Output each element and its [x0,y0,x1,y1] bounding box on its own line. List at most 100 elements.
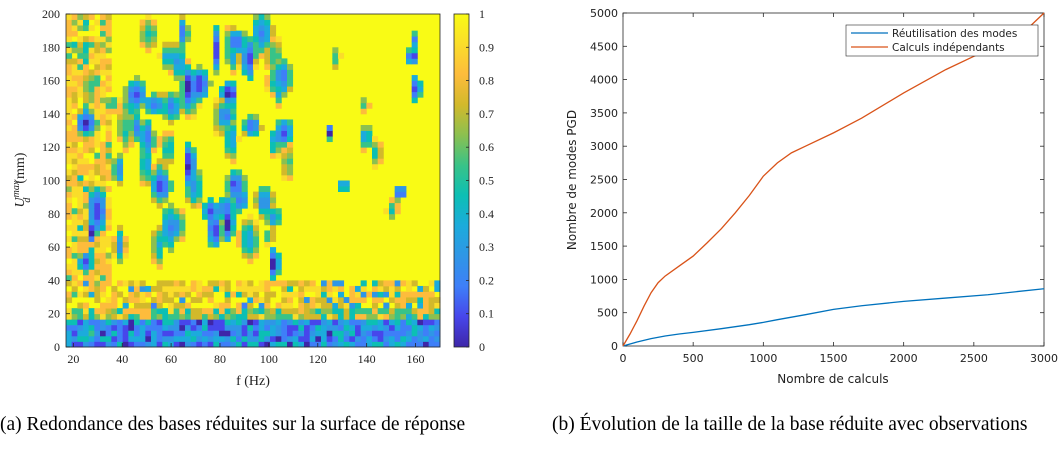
heatmap-cell [105,236,112,242]
heatmap-cell [88,324,95,331]
heatmap-cell [343,313,350,320]
heatmap-cell [253,236,260,242]
heatmap-cell [394,302,401,309]
heatmap-cell [224,180,231,187]
heatmap-cell [270,208,277,215]
heatmap-cell [241,308,248,315]
heatmap-cell [213,130,220,137]
heatmap-cell [406,302,413,309]
heatmap-cell [83,158,90,165]
heatmap-cell [372,291,379,298]
heatmap-cell [83,197,90,204]
heatmap-cell [332,52,339,59]
heatmap-cell [105,130,112,137]
heatmap-cell [207,197,214,204]
heatmap-cell [94,75,101,81]
heatmap-cell [71,174,78,181]
heatmap-cell [162,113,169,120]
heatmap-y-tick-label: 140 [42,107,60,121]
heatmap-cell [338,285,345,292]
heatmap-cell [117,258,124,265]
heatmap-cell [213,213,220,220]
heatmap-cell [411,297,418,303]
heatmap-cell [241,247,248,254]
heatmap-cell [202,75,209,81]
heatmap-cell [281,169,288,176]
heatmap-cell [332,330,339,337]
heatmap-cell [66,297,73,303]
heatmap-cell [264,280,271,287]
heatmap-cell [88,341,95,348]
heatmap-cell [83,291,90,298]
heatmap-cell [417,324,424,331]
heatmap-cell [94,152,101,159]
heatmap-cell [122,313,129,320]
heatmap-cell [264,19,271,26]
heatmap-cell [400,319,407,326]
line-y-tick-label: 1000 [590,273,618,286]
heatmap-cell [230,324,237,331]
heatmap-cell [77,219,84,226]
heatmap-cell [219,91,226,98]
colorbar: 00.10.20.30.40.50.60.70.80.91 [453,7,494,354]
heatmap-cell [389,280,396,287]
heatmap-cell [270,252,277,259]
heatmap-cell [253,291,260,298]
heatmap-cell [94,113,101,120]
heatmap-cell [100,86,107,93]
heatmap-cell [338,308,345,315]
heatmap-cell [105,313,112,320]
heatmap-cell [117,241,124,248]
heatmap-x-tick-label: 160 [407,352,425,366]
heatmap-cell [224,58,231,65]
heatmap-cell [287,285,294,292]
heatmap-cell [71,41,78,48]
heatmap-cell [77,80,84,87]
heatmap-cell [258,30,265,37]
heatmap-cell [111,285,118,292]
heatmap-cell [71,274,78,281]
heatmap-cell [71,14,78,20]
heatmap-cell [66,63,73,70]
heatmap-cell [355,335,362,342]
heatmap-cell [202,202,209,209]
heatmap-cell [156,324,163,331]
heatmap-cell [196,197,203,204]
heatmap-cell [287,313,294,320]
heatmap-cell [190,319,197,326]
heatmap-cell [417,313,424,320]
heatmap-cell [156,341,163,348]
heatmap-cell [77,335,84,342]
heatmap-cell [343,186,350,192]
heatmap-cell [298,335,305,342]
heatmap-cell [162,63,169,70]
heatmap-cell [275,152,282,159]
heatmap-cell [224,208,231,215]
heatmap-cell [247,58,254,65]
heatmap-cell [100,280,107,287]
heatmap-cell [83,163,90,170]
heatmap-cell [372,141,379,148]
heatmap-cell [287,169,294,176]
heatmap-cell [128,86,135,93]
heatmap-cell [100,47,107,54]
heatmap-cell [179,69,186,76]
heatmap-cell [383,302,390,309]
heatmap-cell [145,330,152,337]
heatmap-cell [185,141,192,148]
heatmap-x-tick-label: 40 [116,352,128,366]
heatmap-cell [264,291,271,298]
heatmap-cell [88,108,95,115]
heatmap-cell [66,252,73,259]
heatmap-cell [77,236,84,242]
heatmap-cell [162,208,169,215]
heatmap-cell [281,69,288,76]
heatmap-cell [128,141,135,148]
heatmap-cell [332,297,339,303]
heatmap-cell [173,213,180,220]
heatmap-cell [292,330,299,337]
heatmap-cell [281,125,288,131]
heatmap-cell [213,63,220,70]
heatmap-cell [66,269,73,276]
heatmap-cell [88,186,95,192]
